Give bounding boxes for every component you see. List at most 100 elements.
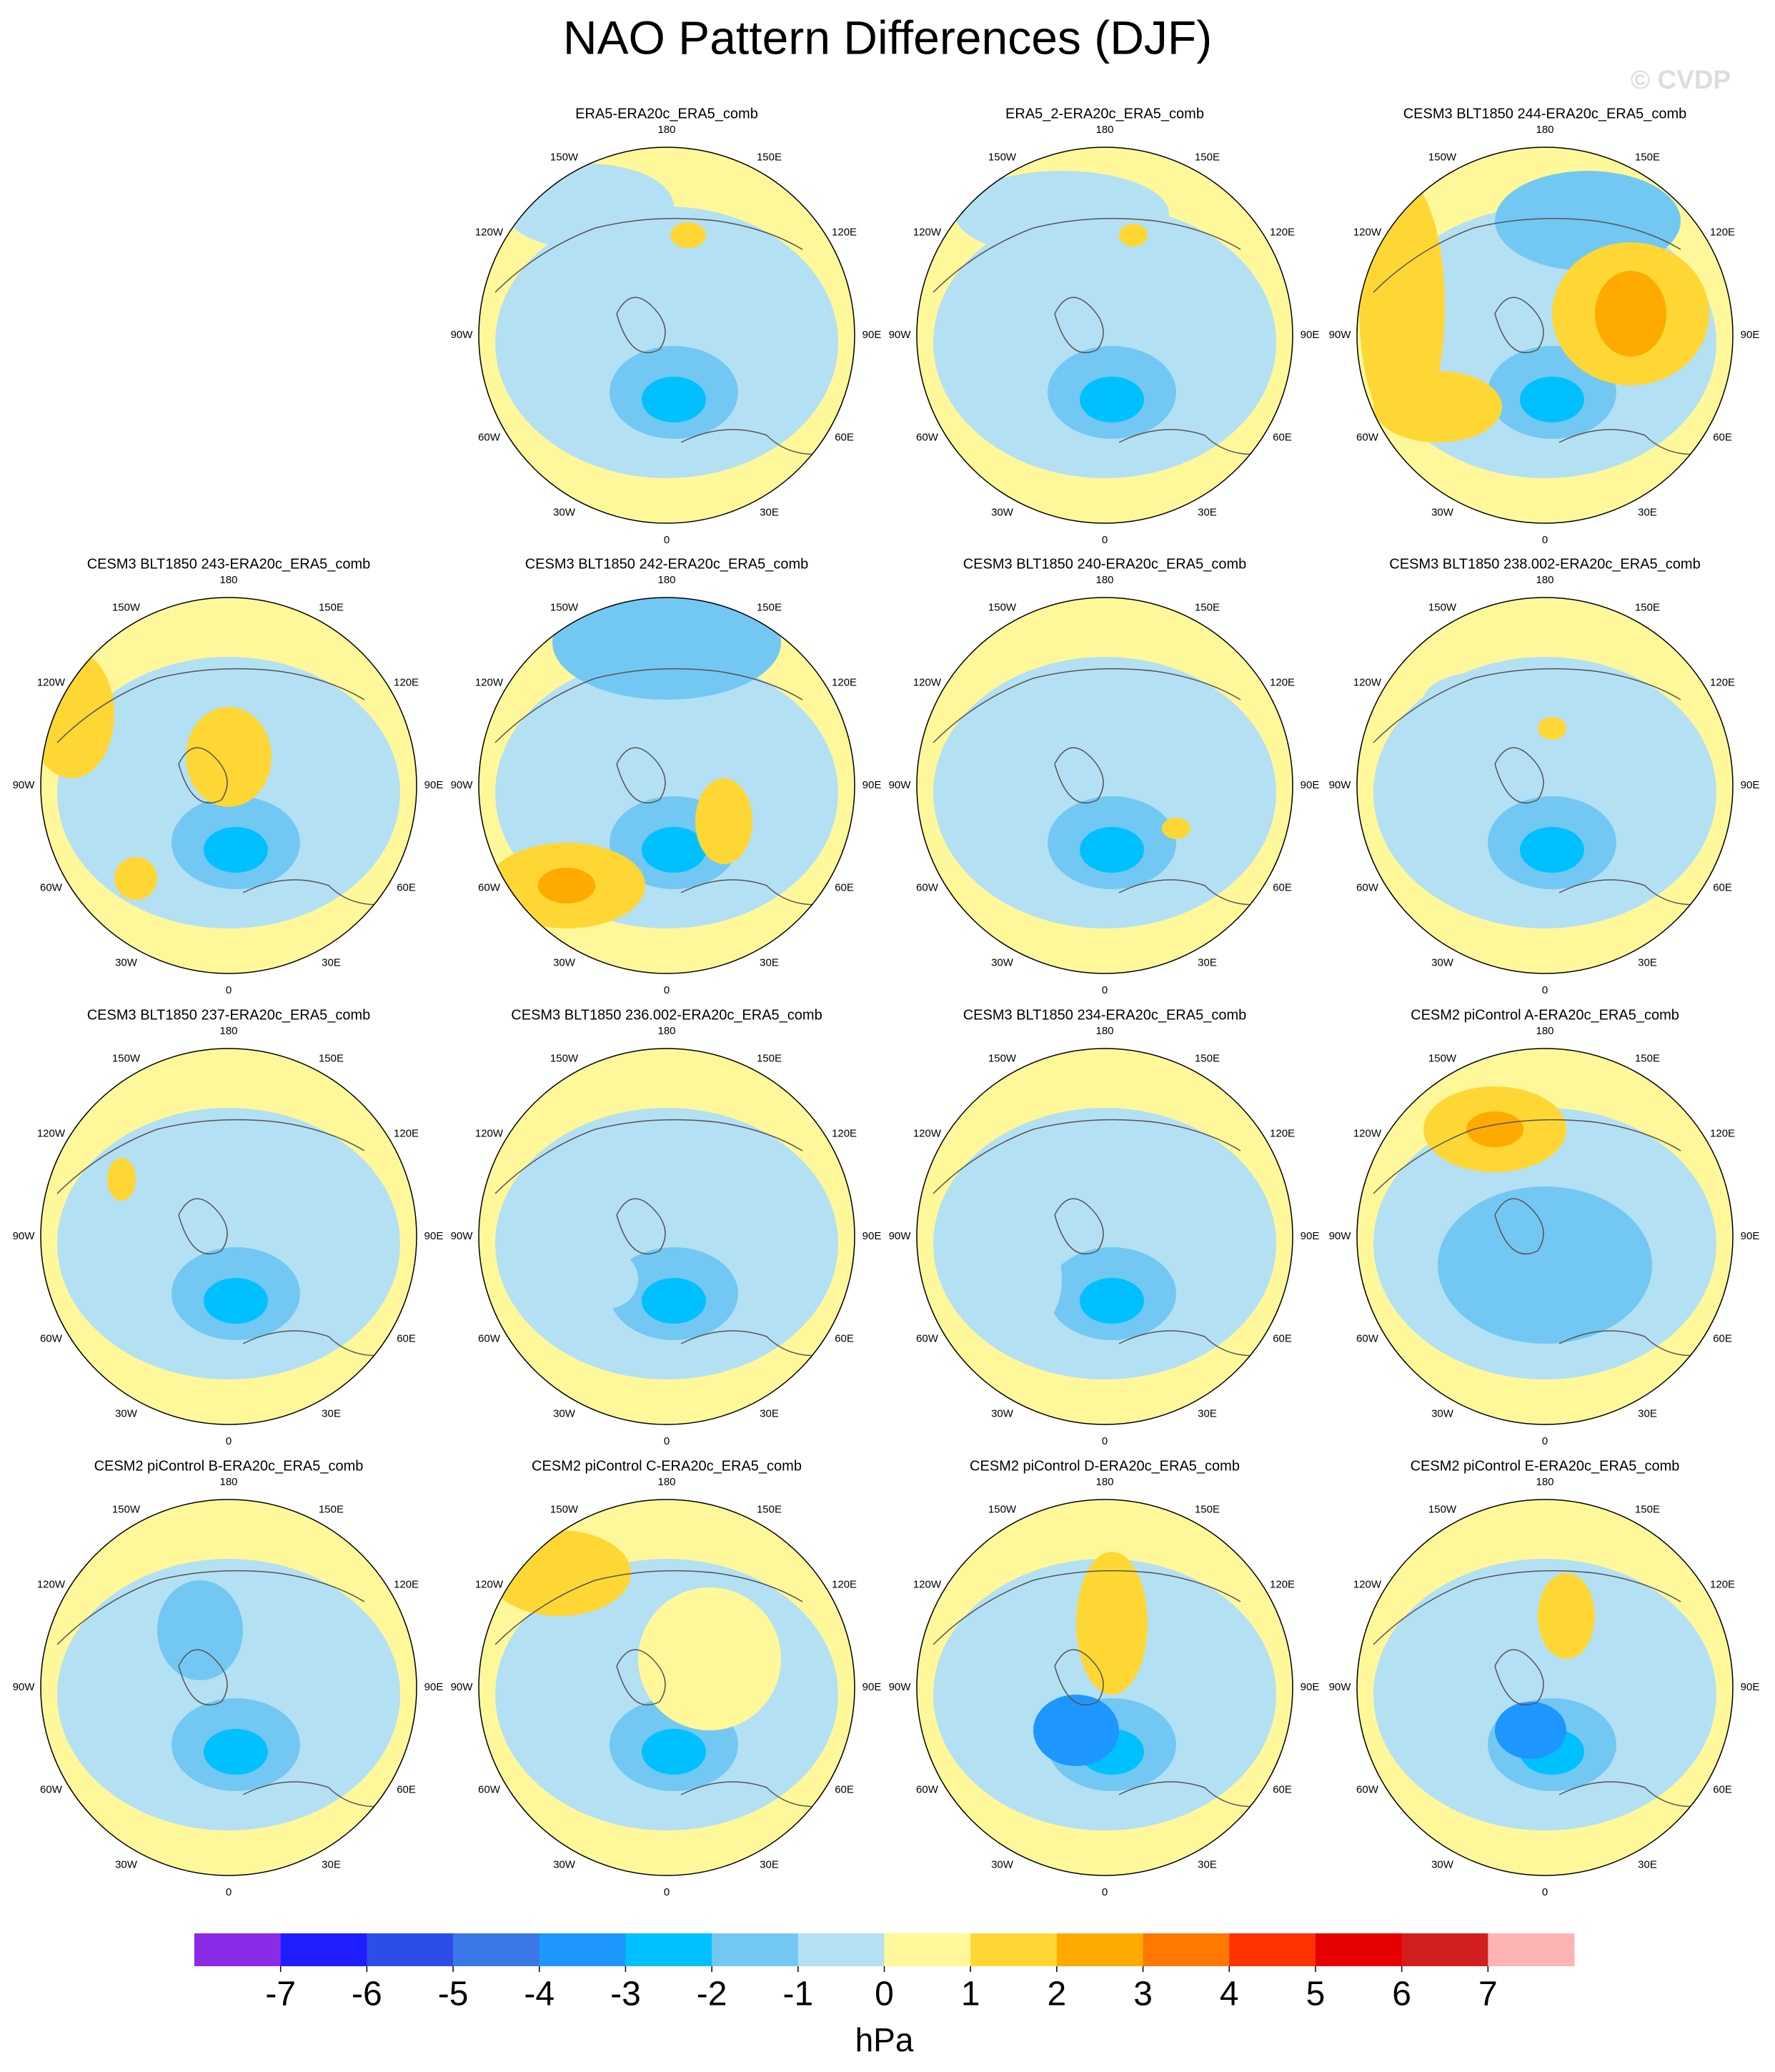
- longitude-label: 150W: [112, 1503, 141, 1515]
- colorbar-tick-label: -7: [265, 1976, 296, 2013]
- map-border: [478, 1499, 855, 1876]
- longitude-label: 90E: [862, 779, 882, 791]
- map-border: [1356, 147, 1734, 524]
- map-panel: [917, 147, 1293, 523]
- longitude-label: 180: [1095, 1025, 1113, 1037]
- longitude-label: 30W: [1431, 957, 1454, 969]
- longitude-label: 30W: [553, 1408, 576, 1420]
- colorbar-tick-label: 0: [875, 1976, 894, 2013]
- longitude-label: 90W: [451, 1681, 474, 1693]
- longitude-label: 60E: [1273, 881, 1292, 893]
- colorbar-tick-label: 1: [961, 1976, 980, 2013]
- map-panel: [1357, 147, 1733, 523]
- anomaly-region: [1538, 717, 1566, 740]
- anomaly-region: [1119, 224, 1148, 247]
- longitude-label: 60W: [1356, 1783, 1379, 1795]
- map-border: [916, 147, 1293, 524]
- map-border: [1356, 1048, 1734, 1425]
- longitude-label: 120W: [475, 1127, 504, 1139]
- longitude-label: 150W: [988, 601, 1017, 613]
- longitude-label: 60W: [478, 881, 501, 893]
- longitude-label: 90E: [862, 329, 882, 341]
- colorbar-box: [453, 1933, 540, 1966]
- longitude-label: 150E: [1635, 1503, 1660, 1515]
- longitude-label: 90E: [1741, 329, 1760, 341]
- map-panel: [479, 147, 855, 523]
- map-panel: [917, 598, 1293, 973]
- longitude-label: 180: [1095, 1476, 1113, 1488]
- longitude-label: 150E: [1635, 151, 1660, 163]
- map-panel: [1357, 598, 1733, 973]
- colorbar-tick-label: 3: [1133, 1976, 1153, 2013]
- map-border: [40, 1048, 417, 1425]
- map-panel: [41, 1500, 417, 1875]
- map-panel: [1357, 1049, 1733, 1424]
- panel-title: CESM3 BLT1850 244-ERA20c_ERA5_comb: [1403, 106, 1687, 122]
- longitude-label: 60W: [40, 1783, 63, 1795]
- anomaly-region: [1080, 1278, 1144, 1324]
- longitude-label: 30E: [322, 957, 341, 969]
- colorbar-box: [712, 1933, 799, 1966]
- longitude-label: 90E: [1301, 1230, 1320, 1242]
- map-border: [478, 597, 855, 974]
- colorbar-tick-label: -5: [438, 1976, 469, 2013]
- longitude-label: 60E: [835, 431, 854, 443]
- longitude-label: 120W: [913, 1578, 942, 1590]
- longitude-label: 30W: [991, 507, 1014, 519]
- colorbar-tick-label: 7: [1478, 1976, 1498, 2013]
- colorbar-box: [539, 1933, 626, 1966]
- longitude-label: 0: [664, 534, 670, 546]
- anomaly-region: [538, 868, 595, 903]
- map-border: [1356, 597, 1734, 974]
- longitude-label: 60W: [478, 1332, 501, 1344]
- longitude-label: 180: [1536, 1025, 1553, 1037]
- longitude-label: 90E: [862, 1681, 882, 1693]
- longitude-label: 180: [219, 1476, 237, 1488]
- colorbar-box: [367, 1933, 454, 1966]
- longitude-label: 30W: [115, 957, 138, 969]
- map-border: [916, 1499, 1293, 1876]
- longitude-label: 60E: [835, 1332, 854, 1344]
- map-panel: [41, 598, 417, 973]
- longitude-label: 60W: [916, 431, 939, 443]
- longitude-label: 30E: [1638, 507, 1657, 519]
- longitude-label: 30E: [1638, 1859, 1657, 1871]
- longitude-label: 150W: [988, 1052, 1017, 1064]
- longitude-label: 0: [226, 1886, 232, 1898]
- longitude-label: 60W: [916, 1783, 939, 1795]
- longitude-label: 90W: [889, 1230, 912, 1242]
- figure-title: NAO Pattern Differences (DJF): [563, 11, 1212, 64]
- longitude-label: 150W: [988, 151, 1017, 163]
- longitude-label: 90W: [13, 1230, 36, 1242]
- longitude-label: 120W: [1353, 1578, 1382, 1590]
- colorbar-tick-label: 6: [1392, 1976, 1411, 2013]
- map-panel: [917, 1500, 1293, 1875]
- anomaly-region: [1076, 1552, 1148, 1695]
- longitude-label: 60W: [1356, 431, 1379, 443]
- longitude-label: 180: [1536, 1476, 1553, 1488]
- map-panel: [479, 1049, 855, 1424]
- anomaly-region: [642, 377, 706, 422]
- panel-title: CESM2 piControl D-ERA20c_ERA5_comb: [970, 1458, 1240, 1474]
- longitude-label: 90W: [889, 779, 912, 791]
- colorbar-box: [970, 1933, 1058, 1966]
- anomaly-region: [955, 171, 1169, 257]
- longitude-label: 150E: [1195, 1503, 1220, 1515]
- anomaly-region: [157, 1580, 243, 1680]
- longitude-label: 90E: [1741, 1681, 1760, 1693]
- longitude-label: 0: [1542, 1435, 1548, 1447]
- longitude-label: 120W: [1353, 226, 1382, 238]
- longitude-label: 90W: [1329, 329, 1352, 341]
- anomaly-region: [204, 827, 268, 873]
- longitude-label: 30E: [760, 507, 779, 519]
- anomaly-region: [1520, 377, 1584, 422]
- longitude-label: 120E: [832, 226, 857, 238]
- colorbar-tick-label: -1: [782, 1976, 813, 2013]
- longitude-label: 60E: [1713, 881, 1732, 893]
- longitude-label: 60E: [1713, 431, 1732, 443]
- longitude-label: 120W: [1353, 1127, 1382, 1139]
- longitude-label: 90W: [451, 1230, 474, 1242]
- longitude-label: 150W: [1428, 601, 1457, 613]
- anomaly-region: [1520, 827, 1584, 873]
- longitude-label: 90W: [13, 1681, 36, 1693]
